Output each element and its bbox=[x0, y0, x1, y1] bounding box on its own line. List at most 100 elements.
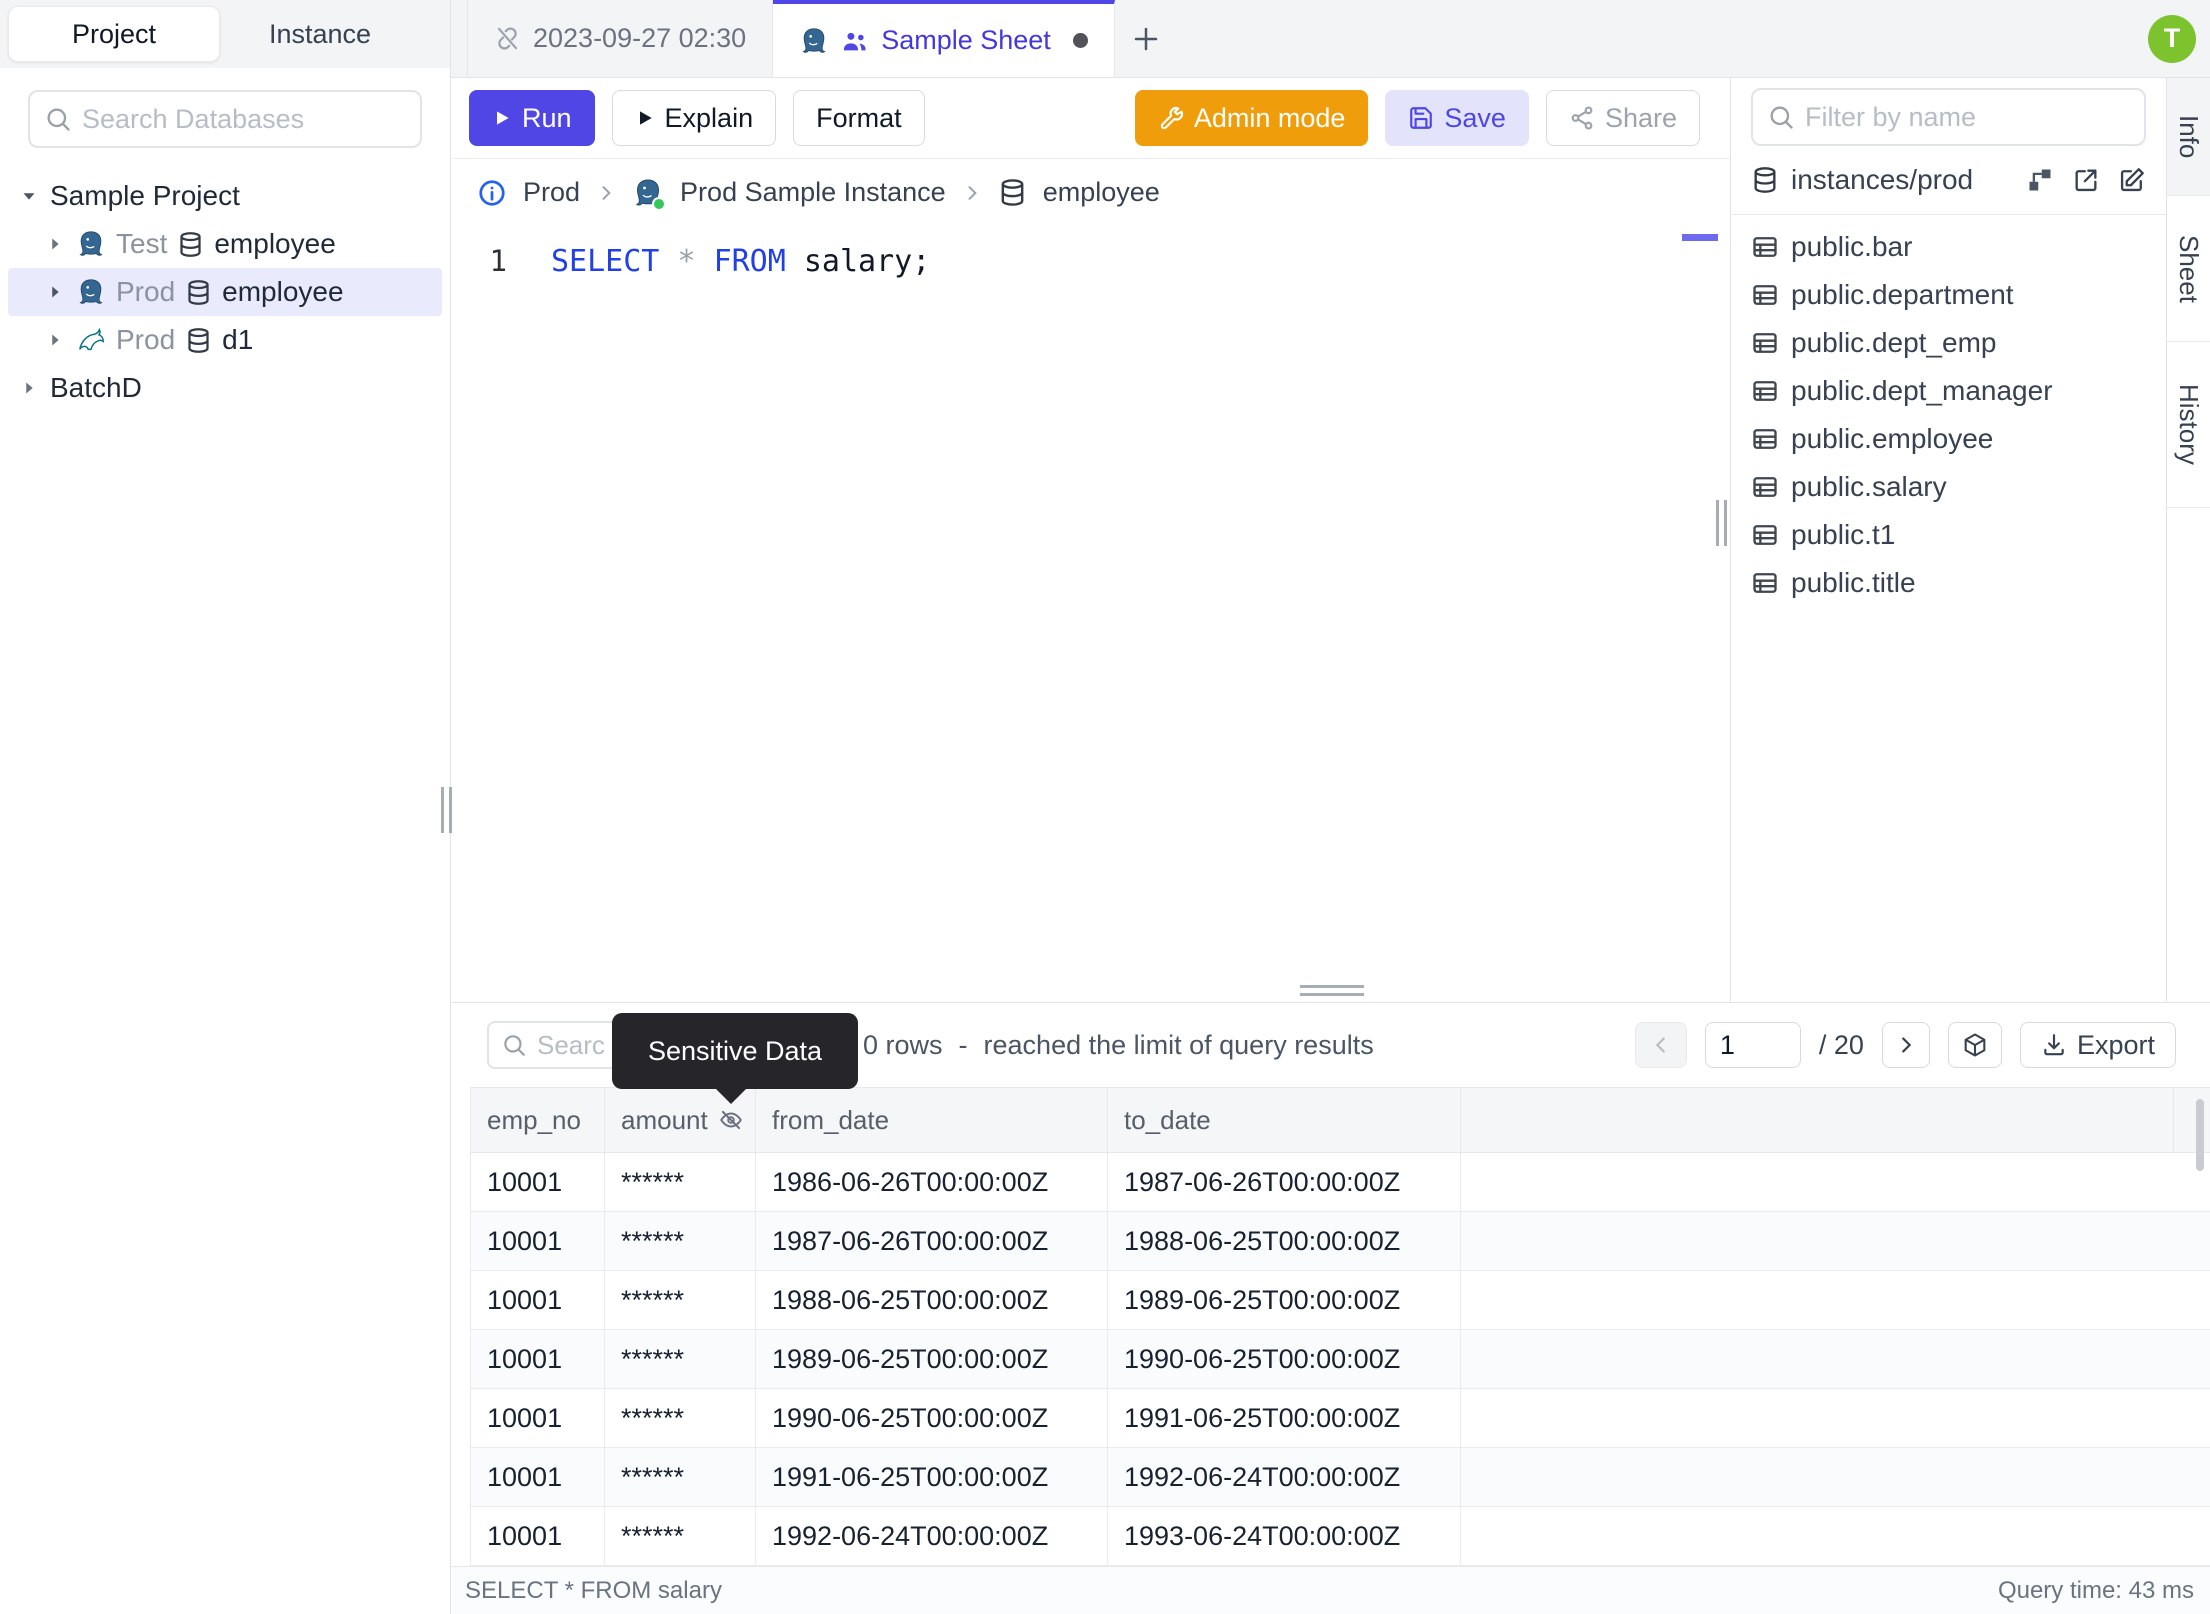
table-row[interactable]: 10001 ****** 1988-06-25T00:00:00Z 1989-0… bbox=[470, 1271, 2210, 1330]
explain-button[interactable]: Explain bbox=[611, 90, 777, 146]
breadcrumb-environment[interactable]: Prod bbox=[523, 177, 581, 207]
tab-history[interactable]: History bbox=[2167, 342, 2210, 508]
schema-diagram-icon[interactable] bbox=[2026, 166, 2054, 194]
chevron-right-icon[interactable] bbox=[44, 281, 66, 303]
database-name: employee bbox=[222, 276, 344, 307]
table-row[interactable]: 10001 ****** 1986-06-26T00:00:00Z 1987-0… bbox=[470, 1153, 2210, 1212]
column-header-from-date[interactable]: from_date bbox=[756, 1088, 1108, 1152]
unsaved-indicator-dot bbox=[1072, 33, 1088, 48]
search-icon bbox=[44, 105, 72, 133]
result-table-body: 10001 ****** 1986-06-26T00:00:00Z 1987-0… bbox=[470, 1153, 2210, 1566]
edit-icon[interactable] bbox=[2118, 166, 2146, 194]
tab-info[interactable]: Info bbox=[2167, 78, 2210, 196]
column-header-amount[interactable]: amount bbox=[605, 1088, 756, 1152]
table-list-item[interactable]: public.salary bbox=[1731, 463, 2166, 511]
info-icon[interactable] bbox=[477, 178, 507, 208]
cell-to-date: 1993-06-24T00:00:00Z bbox=[1108, 1507, 1461, 1565]
table-row[interactable]: 10001 ****** 1991-06-25T00:00:00Z 1992-0… bbox=[470, 1448, 2210, 1507]
results-info: 0 rows - reached the limit of query resu… bbox=[863, 1029, 1374, 1060]
table-row[interactable]: 10001 ****** 1989-06-25T00:00:00Z 1990-0… bbox=[470, 1330, 2210, 1389]
table-list-item[interactable]: public.department bbox=[1731, 271, 2166, 319]
column-header-emp-no[interactable]: emp_no bbox=[470, 1088, 605, 1152]
table-row[interactable]: 10001 ****** 1992-06-24T00:00:00Z 1993-0… bbox=[470, 1507, 2210, 1566]
tree-item-prod-employee[interactable]: Prod employee bbox=[8, 268, 442, 316]
tree-item-prod-d1[interactable]: Prod d1 bbox=[0, 316, 450, 364]
chevron-right-icon[interactable] bbox=[18, 377, 40, 399]
save-button[interactable]: Save bbox=[1385, 90, 1529, 146]
table-list: public.bar public.department public.dept… bbox=[1731, 215, 2166, 607]
filter-input[interactable] bbox=[1805, 101, 2130, 133]
cell-from-date: 1992-06-24T00:00:00Z bbox=[756, 1507, 1108, 1565]
cell-emp-no: 10001 bbox=[470, 1507, 605, 1565]
postgres-icon bbox=[76, 229, 106, 259]
cell-from-date: 1991-06-25T00:00:00Z bbox=[756, 1448, 1108, 1506]
left-sidebar: Project Instance Sample Project bbox=[0, 0, 451, 1614]
table-list-item[interactable]: public.t1 bbox=[1731, 511, 2166, 559]
sql-editor[interactable]: 1 SELECT * FROM salary; bbox=[451, 226, 1730, 1002]
breadcrumb-database[interactable]: employee bbox=[1042, 177, 1160, 207]
format-button[interactable]: Format bbox=[793, 90, 925, 146]
share-button[interactable]: Share bbox=[1545, 90, 1700, 146]
table-icon bbox=[1751, 233, 1779, 261]
tree-item-project[interactable]: Sample Project bbox=[0, 172, 450, 220]
chevron-down-icon[interactable] bbox=[18, 185, 40, 207]
database-icon bbox=[177, 231, 204, 258]
sidebar-resize-handle[interactable] bbox=[441, 787, 452, 833]
avatar[interactable]: T bbox=[2148, 14, 2196, 63]
cell-amount-masked: ****** bbox=[605, 1448, 756, 1506]
scrollbar-thumb[interactable] bbox=[2196, 1099, 2204, 1171]
database-search-input[interactable] bbox=[82, 103, 406, 135]
table-list-item[interactable]: public.dept_manager bbox=[1731, 367, 2166, 415]
status-bar: SELECT * FROM salary Query time: 43 ms bbox=[451, 1566, 2210, 1614]
cell-to-date: 1988-06-25T00:00:00Z bbox=[1108, 1212, 1461, 1270]
environment-label: Prod bbox=[116, 324, 176, 355]
connection-name: instances/prod bbox=[1791, 164, 1974, 195]
tab-instance[interactable]: Instance bbox=[268, 18, 372, 49]
next-page-button[interactable] bbox=[1881, 1022, 1930, 1068]
table-icon bbox=[1751, 329, 1779, 357]
panel-resize-handle[interactable] bbox=[1716, 500, 1727, 546]
chevron-right-icon[interactable] bbox=[44, 233, 66, 255]
cube-icon[interactable] bbox=[1947, 1022, 2002, 1068]
cell-from-date: 1989-06-25T00:00:00Z bbox=[756, 1330, 1108, 1388]
table-list-item[interactable]: public.title bbox=[1731, 559, 2166, 607]
tab-project[interactable]: Project bbox=[8, 6, 220, 62]
download-icon bbox=[2041, 1032, 2067, 1058]
play-icon bbox=[492, 108, 512, 128]
breadcrumb-instance[interactable]: Prod Sample Instance bbox=[680, 177, 946, 207]
tab-history-sheet[interactable]: 2023-09-27 02:30 bbox=[467, 0, 774, 77]
query-time: Query time: 43 ms bbox=[1997, 1576, 2194, 1604]
prev-page-button[interactable] bbox=[1634, 1022, 1687, 1068]
sidebar-tab-switcher: Project Instance bbox=[0, 0, 450, 68]
content-row: Run Explain Format Admin mode bbox=[451, 78, 2210, 1002]
add-sheet-button[interactable] bbox=[1115, 0, 1177, 77]
results-panel: 0 rows - reached the limit of query resu… bbox=[451, 1002, 2210, 1566]
executed-statement: SELECT * FROM salary bbox=[465, 1576, 722, 1604]
tab-sample-sheet[interactable]: Sample Sheet bbox=[773, 0, 1115, 77]
row-count: 0 rows bbox=[863, 1029, 943, 1060]
filter-box bbox=[1751, 88, 2146, 146]
cell-from-date: 1990-06-25T00:00:00Z bbox=[756, 1389, 1108, 1447]
table-list-item[interactable]: public.dept_emp bbox=[1731, 319, 2166, 367]
external-link-icon[interactable] bbox=[2072, 166, 2100, 194]
table-row[interactable]: 10001 ****** 1987-06-26T00:00:00Z 1988-0… bbox=[470, 1212, 2210, 1271]
export-button[interactable]: Export bbox=[2019, 1022, 2176, 1068]
tree-item-batchd[interactable]: BatchD bbox=[0, 364, 450, 412]
cell-emp-no: 10001 bbox=[470, 1448, 605, 1506]
tab-sheet[interactable]: Sheet bbox=[2167, 196, 2210, 342]
page-number-input[interactable] bbox=[1704, 1022, 1801, 1068]
tree-item-test-employee[interactable]: Test employee bbox=[0, 220, 450, 268]
run-button[interactable]: Run bbox=[469, 90, 595, 146]
breadcrumb: Prod Prod Sample Instance employee bbox=[451, 158, 1730, 226]
results-resize-handle[interactable] bbox=[1300, 985, 1364, 996]
column-header-to-date[interactable]: to_date bbox=[1108, 1088, 1461, 1152]
table-row[interactable]: 10001 ****** 1990-06-25T00:00:00Z 1991-0… bbox=[470, 1389, 2210, 1448]
chevron-right-icon[interactable] bbox=[44, 329, 66, 351]
wrench-icon bbox=[1158, 105, 1184, 131]
table-list-item[interactable]: public.employee bbox=[1731, 415, 2166, 463]
cell-amount-masked: ****** bbox=[605, 1507, 756, 1565]
admin-mode-button[interactable]: Admin mode bbox=[1134, 90, 1369, 146]
chevron-right-icon bbox=[962, 183, 982, 203]
table-list-item[interactable]: public.bar bbox=[1731, 223, 2166, 271]
